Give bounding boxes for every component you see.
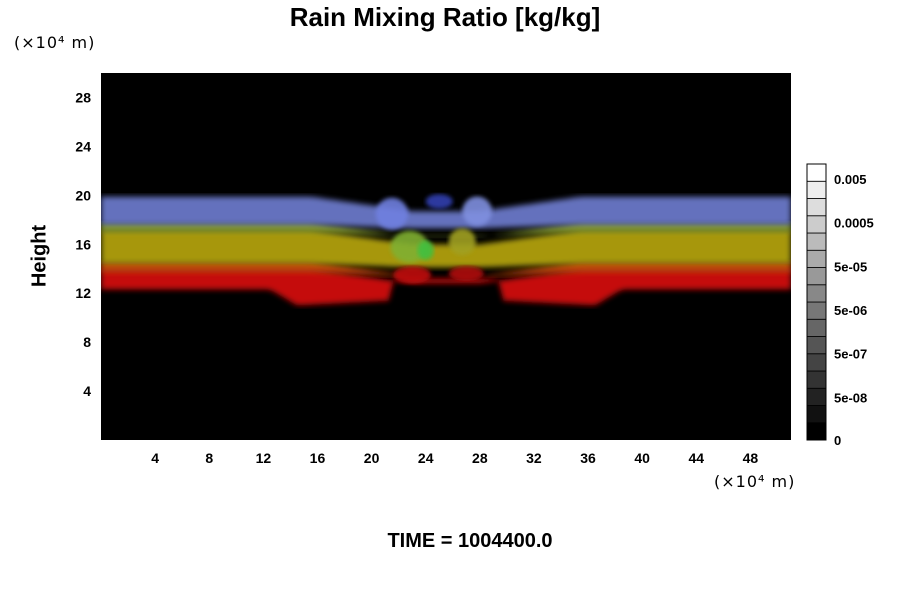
- storm-blob: [462, 196, 492, 226]
- colorbar-label: 0.005: [834, 172, 867, 187]
- layer-blue: [101, 196, 791, 229]
- x-tick-label: 24: [418, 450, 434, 466]
- colorbar-swatch: [806, 301, 827, 320]
- storm-blob: [448, 266, 484, 281]
- chart-title: Rain Mixing Ratio [kg/kg]: [289, 2, 601, 32]
- colorbar: 0.005 0.0005 5e-05 5e-06 5e-07 5e-08 0: [806, 163, 874, 448]
- colorbar-swatch: [806, 198, 827, 217]
- y-tick-label: 4: [83, 383, 91, 399]
- x-tick-label: 48: [743, 450, 759, 466]
- y-tick-label: 24: [75, 138, 91, 154]
- storm-blob: [375, 197, 409, 230]
- colorbar-swatch: [806, 232, 827, 251]
- colorbar-swatch: [806, 336, 827, 355]
- layer-orange: [101, 261, 791, 277]
- colorbar-frame: [806, 163, 827, 441]
- colorbar-swatch: [806, 267, 827, 286]
- layer-yellow: [101, 229, 791, 268]
- colorbar-label: 0: [834, 433, 841, 448]
- y-tick-label: 12: [75, 285, 91, 301]
- y-tick-label: 20: [75, 187, 91, 203]
- x-tick-label: 28: [472, 450, 488, 466]
- layer-green: [101, 222, 791, 237]
- colorbar-swatch: [806, 405, 827, 424]
- colorbar-swatch: [806, 163, 827, 182]
- colorbar-swatch: [806, 422, 827, 441]
- colorbar-swatch: [806, 215, 827, 234]
- x-tick-label: 36: [580, 450, 596, 466]
- colorbar-swatch: [806, 387, 827, 406]
- storm-blob: [425, 194, 453, 209]
- colorbar-swatch: [806, 249, 827, 268]
- x-tick-label: 8: [205, 450, 213, 466]
- storm-blob: [393, 266, 432, 284]
- x-tick-label: 40: [634, 450, 650, 466]
- y-axis-unit: (×10⁴ m): [14, 33, 96, 52]
- y-tick-label: 16: [75, 236, 91, 252]
- x-tick-label: 12: [256, 450, 272, 466]
- x-axis-unit: (×10⁴ m): [714, 472, 796, 491]
- plot-layers: [101, 194, 791, 306]
- y-tick-label: 8: [83, 334, 91, 350]
- x-tick-label: 20: [364, 450, 380, 466]
- colorbar-label: 5e-05: [834, 259, 867, 274]
- y-ticks: 4 8 12 16 20 24 28: [75, 89, 91, 399]
- x-ticks: 4 8 12 16 20 24 28 32 36 40 44 48: [151, 450, 758, 466]
- layer-red: [101, 268, 791, 306]
- colorbar-label: 0.0005: [834, 216, 874, 231]
- colorbar-swatch: [806, 180, 827, 199]
- colorbar-swatch: [806, 370, 827, 389]
- colorbar-label: 5e-07: [834, 347, 867, 362]
- storm-blob: [448, 228, 476, 256]
- storm-blob: [417, 240, 434, 261]
- x-tick-label: 32: [526, 450, 542, 466]
- colorbar-label: 5e-08: [834, 390, 867, 405]
- y-tick-label: 28: [75, 89, 91, 105]
- x-tick-label: 16: [310, 450, 326, 466]
- colorbar-swatch: [806, 318, 827, 337]
- colorbar-label: 5e-06: [834, 303, 867, 318]
- x-tick-label: 4: [151, 450, 159, 466]
- colorbar-swatch: [806, 353, 827, 372]
- x-tick-label: 44: [689, 450, 705, 466]
- time-label: TIME = 1004400.0: [387, 530, 553, 552]
- colorbar-swatch: [806, 284, 827, 303]
